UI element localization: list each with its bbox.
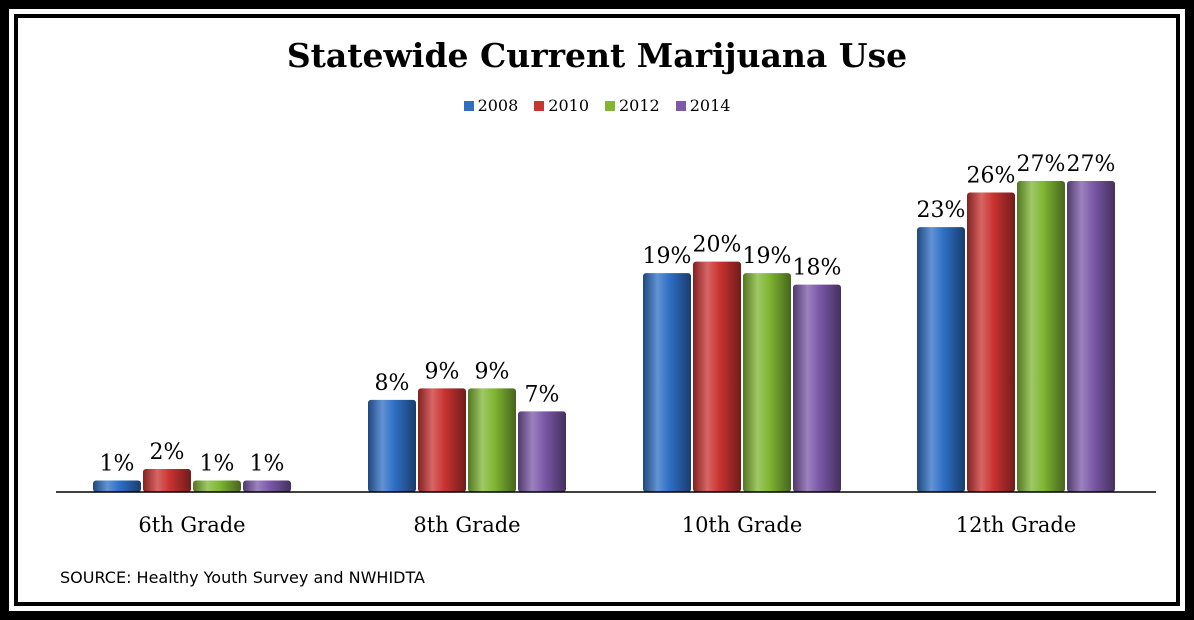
- legend-item-2008: 2008: [463, 96, 519, 115]
- bar-2008-10th-grade: [643, 273, 691, 492]
- category-label-8th-grade: 8th Grade: [413, 513, 520, 537]
- bar-2008-8th-grade: [368, 399, 416, 492]
- data-label-2014-6th-grade: 1%: [250, 451, 285, 476]
- category-labels-layer: 6th Grade 8th Grade 10th Grade 12th Grade: [138, 513, 1076, 537]
- legend-label-2012: 2012: [619, 96, 660, 115]
- data-label-2010-10th-grade: 20%: [693, 233, 742, 258]
- category-label-12th-grade: 12th Grade: [956, 513, 1077, 537]
- bar-2014-10th-grade: [793, 284, 841, 492]
- chart-legend: 2008 2010 2012 2014: [0, 96, 1194, 115]
- data-label-2008-12th-grade: 23%: [917, 198, 966, 223]
- bar-2012-12th-grade: [1017, 181, 1065, 492]
- legend-swatch-2014: [675, 100, 686, 111]
- data-label-2012-8th-grade: 9%: [475, 359, 510, 384]
- data-label-2008-8th-grade: 8%: [375, 371, 410, 396]
- bar-2014-12th-grade: [1067, 181, 1115, 492]
- data-label-2014-12th-grade: 27%: [1067, 152, 1116, 177]
- legend-label-2008: 2008: [477, 96, 519, 115]
- legend-swatch-2008: [463, 100, 474, 111]
- source-note: SOURCE: Healthy Youth Survey and NWHIDTA: [60, 568, 425, 587]
- legend-item-2012: 2012: [605, 96, 660, 115]
- data-label-2012-12th-grade: 27%: [1017, 152, 1066, 177]
- legend-label-2010: 2010: [548, 96, 589, 115]
- data-labels-layer: 1% 2% 1% 1%8% 9% 9%7%19% 20% 19% 18%23%26% 27% 27%: [100, 152, 1116, 476]
- bar-2008-12th-grade: [917, 227, 965, 492]
- bar-2014-8th-grade: [518, 411, 566, 492]
- data-label-2008-6th-grade: 1%: [100, 451, 135, 476]
- data-label-2010-6th-grade: 2%: [150, 440, 185, 465]
- bars-layer: [93, 181, 1115, 492]
- legend-item-2014: 2014: [675, 96, 731, 115]
- legend-item-2010: 2010: [534, 96, 589, 115]
- legend-swatch-2012: [605, 100, 615, 111]
- chart-title: Statewide Current Marijuana Use: [286, 36, 908, 75]
- data-label-2008-10th-grade: 19%: [643, 244, 692, 269]
- data-label-2012-10th-grade: 19%: [743, 244, 792, 269]
- bar-2010-6th-grade: [143, 468, 191, 492]
- category-label-10th-grade: 10th Grade: [682, 513, 803, 537]
- bar-2012-8th-grade: [468, 388, 516, 492]
- bar-2010-12th-grade: [967, 192, 1015, 492]
- data-label-2014-8th-grade: 7%: [525, 382, 560, 407]
- category-label-6th-grade: 6th Grade: [138, 513, 245, 537]
- data-label-2012-6th-grade: 1%: [200, 451, 235, 476]
- legend-label-2014: 2014: [689, 96, 731, 115]
- data-label-2014-10th-grade: 18%: [793, 256, 842, 281]
- bar-2012-6th-grade: [193, 480, 241, 492]
- data-label-2010-12th-grade: 26%: [967, 164, 1016, 189]
- data-label-2010-8th-grade: 9%: [425, 359, 460, 384]
- legend-swatch-2010: [534, 100, 545, 111]
- bar-2010-8th-grade: [418, 388, 466, 492]
- bar-2010-10th-grade: [693, 261, 741, 492]
- bar-2014-6th-grade: [243, 480, 291, 492]
- bar-2008-6th-grade: [93, 480, 141, 492]
- bar-2012-10th-grade: [743, 273, 791, 492]
